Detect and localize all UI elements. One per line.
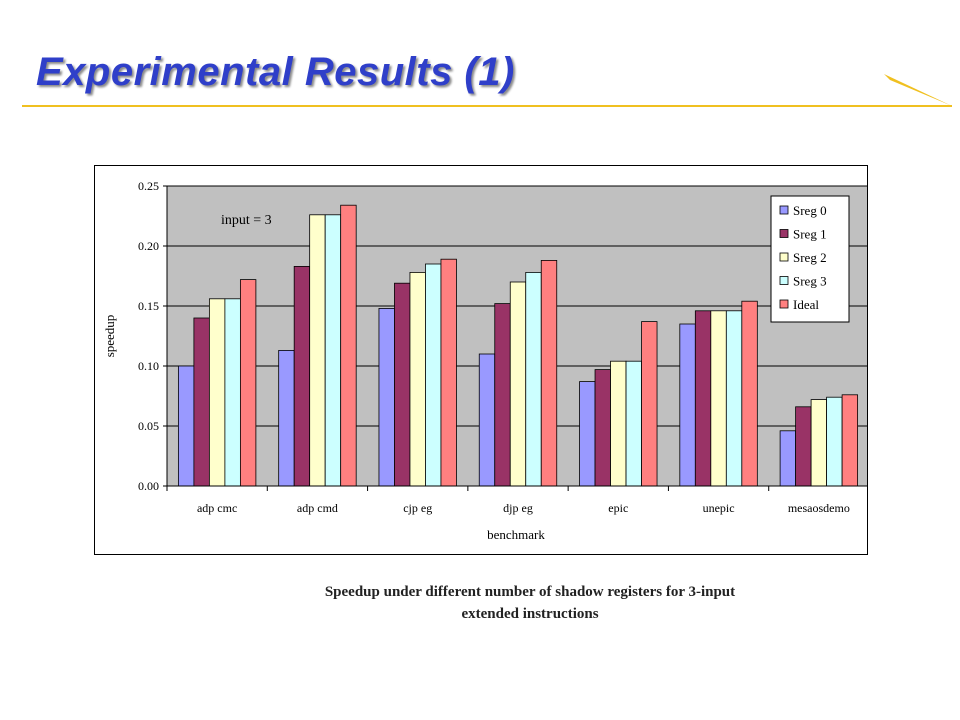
- bar-epic-sreg-0: [579, 381, 596, 487]
- bar-adpcmd-sreg-3: [324, 214, 342, 487]
- caption-line-1: Speedup under different number of shadow…: [324, 584, 736, 600]
- bar-epic-ideal: [641, 321, 658, 487]
- legend-label-sreg-0: Sreg 0: [793, 203, 827, 218]
- legend-swatch-sreg-1: [779, 229, 789, 238]
- x-tick-label-adpcmc: adp cmc: [197, 501, 237, 515]
- bar-mesaosdemo-sreg-2: [810, 399, 828, 487]
- bar-adpcmc-ideal: [239, 279, 257, 487]
- x-tick-label-epic: epic: [608, 501, 628, 515]
- bar-adpcmc-sreg-3: [224, 298, 241, 487]
- bar-djpeg-ideal: [540, 260, 558, 487]
- slide-title: Experimental Results (1): [36, 50, 515, 94]
- bar-unepic-sreg-1: [694, 310, 712, 487]
- bar-unepic-sreg-3: [725, 310, 743, 487]
- bar-unepic-ideal: [741, 300, 758, 487]
- bar-cjpeg-ideal: [440, 258, 457, 487]
- bar-adpcmd-sreg-2: [309, 214, 326, 487]
- bar-epic-sreg-3: [625, 360, 642, 487]
- bar-mesaosdemo-sreg-1: [795, 406, 812, 487]
- bar-djpeg-sreg-3: [525, 272, 542, 487]
- legend-swatch-sreg-3: [779, 276, 789, 285]
- bar-adpcmc-sreg-2: [208, 298, 226, 487]
- x-tick-label-adpcmd: adp cmd: [297, 501, 338, 515]
- legend-swatch-sreg-2: [779, 252, 789, 262]
- legend-label-sreg-2: Sreg 2: [793, 250, 827, 265]
- legend-swatch-ideal: [779, 299, 789, 309]
- annotation-input-3: input = 3: [221, 213, 272, 228]
- caption-line-2: extended instructions: [461, 606, 599, 622]
- chart-frame: 0.00 0.05 0.10 0.15 0.20 0.25 adp cmc adp cmd cj…: [94, 165, 870, 555]
- x-tick-label-mesaosdemo: mesaosdemo: [788, 501, 850, 515]
- bar-cjpeg-sreg-3: [425, 263, 442, 487]
- x-tick-label-djpeg: djp eg: [503, 501, 533, 515]
- axes: 0.00 0.05 0.10 0.15 0.20 0.25 adp cmc adp cmd cj…: [138, 179, 870, 515]
- bar-cjpeg-sreg-0: [378, 307, 395, 487]
- bar-adpcmc-sreg-1: [193, 317, 210, 487]
- y-tick-label: 0.00: [138, 479, 159, 493]
- legend-label-sreg-1: Sreg 1: [793, 227, 827, 242]
- y-tick-label: 0.05: [138, 419, 159, 433]
- bar-djpeg-sreg-1: [494, 303, 511, 487]
- x-tick-label-unepic: unepic: [703, 501, 735, 515]
- bar-djpeg-sreg-2: [509, 281, 527, 487]
- title-underline: [22, 105, 952, 107]
- bar-unepic-sreg-0: [679, 323, 696, 487]
- speedup-bar-chart: 0.00 0.05 0.10 0.15 0.20 0.25 adp cmc adp cmd cj…: [102, 179, 870, 542]
- y-axis-title: speedup: [102, 315, 117, 358]
- title-swoosh-decoration: [884, 74, 952, 106]
- y-tick-label: 0.15: [138, 299, 159, 313]
- y-tick-label: 0.25: [138, 179, 159, 193]
- legend-label-ideal: Ideal: [793, 297, 819, 312]
- y-tick-label: 0.20: [138, 239, 159, 253]
- bar-djpeg-sreg-0: [478, 353, 496, 487]
- y-tick-label: 0.10: [138, 359, 159, 373]
- legend: Sreg 0 Sreg 1 Sreg 2 Sreg 3 Ideal: [770, 195, 850, 323]
- bar-epic-sreg-1: [594, 369, 611, 487]
- legend-label-sreg-3: Sreg 3: [793, 274, 827, 289]
- bar-unepic-sreg-2: [710, 310, 727, 487]
- bar-mesaosdemo-ideal: [841, 394, 859, 487]
- bar-adpcmd-ideal: [340, 204, 357, 487]
- bar-adpcmd-sreg-1: [293, 266, 311, 487]
- legend-swatch-sreg-0: [779, 205, 789, 215]
- x-tick-label-cjpeg: cjp eg: [403, 501, 432, 515]
- bar-mesaosdemo-sreg-0: [779, 430, 797, 487]
- bar-mesaosdemo-sreg-3: [826, 396, 843, 487]
- bar-adpcmd-sreg-0: [278, 349, 295, 487]
- bar-epic-sreg-2: [610, 360, 627, 487]
- bar-cjpeg-sreg-2: [409, 272, 426, 487]
- bar-adpcmc-sreg-0: [177, 365, 195, 487]
- bar-cjpeg-sreg-1: [394, 282, 411, 487]
- x-axis-title: benchmark: [487, 527, 545, 542]
